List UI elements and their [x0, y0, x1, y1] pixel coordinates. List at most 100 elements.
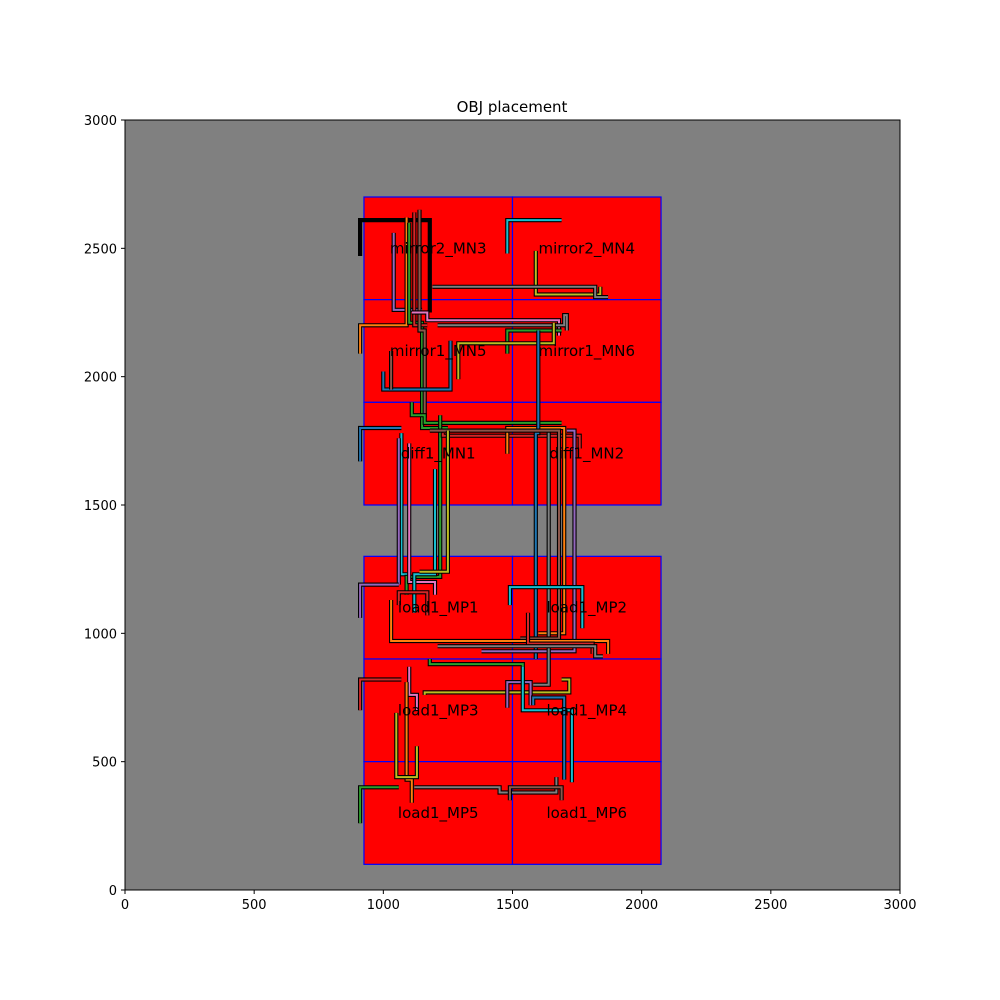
- wire-17: [399, 433, 410, 577]
- wire-6: [505, 218, 562, 254]
- wire-path: [408, 443, 436, 595]
- x-tick-label: 2000: [625, 898, 658, 913]
- x-tick-label: 1500: [496, 898, 529, 913]
- wire-12: [456, 322, 556, 380]
- wire-path: [532, 696, 566, 780]
- x-tick-label: 0: [121, 898, 129, 913]
- wire-path: [432, 285, 609, 299]
- wire-39: [422, 677, 572, 695]
- block-load1_MP6: [511, 761, 662, 865]
- wire-34: [437, 644, 603, 659]
- wire-path: [359, 217, 408, 354]
- wire-path: [410, 402, 562, 424]
- wire-22: [533, 330, 541, 659]
- wire-30: [389, 600, 611, 654]
- block-label: load1_MP3: [398, 701, 479, 720]
- wire-20: [440, 433, 582, 449]
- wire-43: [394, 712, 419, 780]
- wire-41: [520, 666, 575, 783]
- wire-path: [359, 427, 402, 462]
- wire-path: [423, 678, 571, 695]
- wire-16: [358, 425, 402, 462]
- block-load1_MP3: [363, 658, 514, 763]
- wire-path: [437, 645, 603, 658]
- block-mirror1_MN5: [363, 299, 514, 403]
- wire-path: [390, 600, 610, 654]
- y-tick-label: 1500: [84, 499, 117, 514]
- wire-19: [404, 415, 443, 595]
- wire-path: [400, 433, 410, 576]
- wire-path: [359, 678, 402, 711]
- wire-25: [429, 428, 562, 641]
- wire-path: [382, 340, 452, 391]
- wire-36: [358, 677, 402, 711]
- wire-42: [531, 695, 567, 780]
- wire-3: [407, 222, 448, 431]
- wire-path: [437, 314, 568, 331]
- wire-4: [412, 212, 428, 328]
- block-load1_MP5: [363, 761, 514, 865]
- wire-7: [533, 250, 603, 297]
- wire-40: [505, 679, 533, 708]
- block-labels-layer: mirror2_MN3 mirror2_MN4 mirror1_MN5 mirror1…: [390, 239, 635, 823]
- chart-title: OBJ placement: [457, 98, 568, 116]
- block-label: diff1_MN1: [401, 445, 476, 464]
- wire-path: [506, 329, 562, 354]
- wire-path: [521, 666, 573, 783]
- block-label: load1_MP5: [398, 804, 479, 823]
- wire-38: [404, 682, 414, 803]
- wire-0: [358, 218, 432, 313]
- wire-path: [481, 429, 576, 653]
- wire-path: [506, 427, 566, 635]
- block-mirror2_MN3: [363, 196, 514, 301]
- y-tick-label: 2500: [84, 242, 117, 257]
- block-label: load1_MP1: [398, 599, 479, 618]
- wire-path: [405, 415, 442, 595]
- y-tick-label: 1000: [84, 627, 117, 642]
- wire-15: [409, 402, 562, 425]
- wire-path: [397, 591, 429, 616]
- wire-31: [396, 590, 430, 616]
- y-tick-label: 500: [92, 756, 117, 771]
- wire-26: [407, 443, 438, 595]
- wire-path: [441, 433, 581, 449]
- wire-path: [359, 786, 399, 824]
- x-axis: 0 500 1000 1500 2000 2500 3000: [121, 890, 917, 913]
- wire-path: [506, 219, 562, 254]
- wire-path: [527, 612, 594, 654]
- wire-path: [533, 430, 550, 686]
- block-label: load1_MP4: [546, 701, 627, 720]
- y-axis: 0 500 1000 1500 2000 2500 3000: [84, 114, 125, 899]
- wire-path: [457, 322, 555, 380]
- wire-28: [419, 430, 450, 574]
- block-label: load1_MP6: [546, 804, 627, 823]
- wire-path: [506, 681, 532, 708]
- wires-layer: [358, 209, 611, 824]
- wire-path: [418, 209, 426, 418]
- wire-13: [381, 340, 453, 392]
- wire-21: [505, 425, 567, 636]
- wire-23: [481, 428, 577, 654]
- wire-44: [358, 785, 399, 824]
- wire-32: [507, 584, 585, 629]
- y-tick-label: 3000: [84, 114, 117, 129]
- y-tick-label: 2000: [84, 371, 117, 386]
- wire-path: [419, 430, 449, 573]
- wire-29: [358, 582, 399, 618]
- wire-path: [359, 219, 431, 313]
- wire-path: [408, 222, 448, 429]
- wire-5: [417, 209, 427, 418]
- blocks-layer: [363, 196, 662, 865]
- block-label: mirror2_MN3: [390, 239, 487, 258]
- x-tick-label: 500: [242, 898, 267, 913]
- wire-46: [507, 785, 564, 801]
- wire-2: [358, 217, 409, 354]
- block-label: diff1_MN2: [549, 445, 624, 464]
- x-tick-label: 1000: [367, 898, 400, 913]
- wire-path: [534, 250, 602, 296]
- x-tick-label: 3000: [883, 898, 916, 913]
- wire-path: [359, 583, 399, 618]
- x-tick-label: 2500: [754, 898, 787, 913]
- wire-path: [408, 666, 418, 711]
